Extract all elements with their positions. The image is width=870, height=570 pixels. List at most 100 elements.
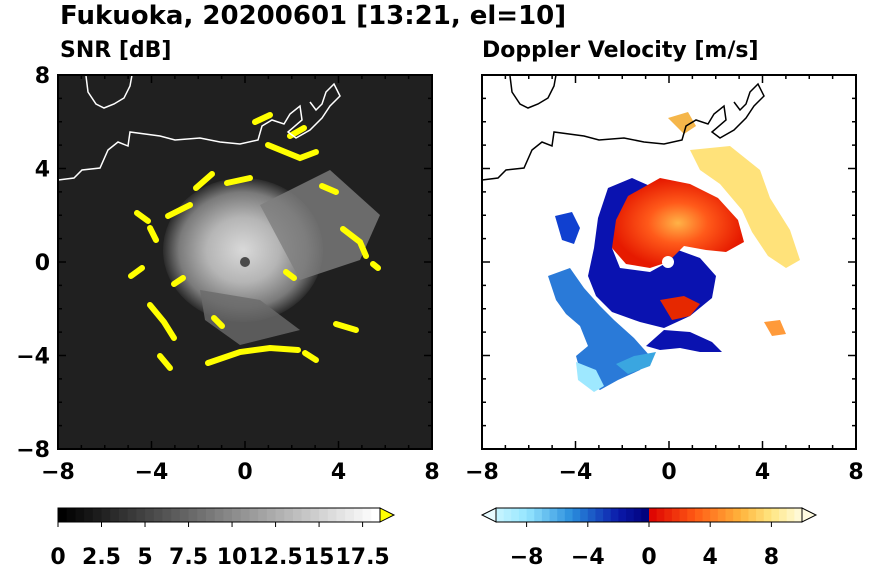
doppler-colorbar-cell bbox=[511, 508, 520, 522]
doppler-colorbar-cell bbox=[649, 508, 658, 522]
snr-south-echo bbox=[200, 290, 300, 345]
doppler-colorbar-cell bbox=[564, 508, 573, 522]
doppler-colorbar-cell bbox=[580, 508, 589, 522]
doppler-colorbar-cell bbox=[748, 508, 757, 522]
x-tick-label: −4 bbox=[559, 460, 593, 485]
snr-field bbox=[58, 75, 432, 449]
snr-colorbar-cell bbox=[197, 508, 207, 522]
x-tick-label: 8 bbox=[848, 460, 863, 485]
doppler-colorbar-cell bbox=[740, 508, 749, 522]
snr-colorbar-label: 15 bbox=[304, 545, 335, 570]
snr-colorbar-frame bbox=[57, 507, 381, 523]
snr-colorbar-cell bbox=[275, 508, 285, 522]
snr-echo-ring bbox=[128, 112, 381, 371]
doppler-colorbar-cell bbox=[549, 508, 558, 522]
doppler-colorbar-cell bbox=[610, 508, 619, 522]
doppler-colorbar-extend-min bbox=[480, 507, 497, 523]
doppler-red-region bbox=[612, 178, 744, 268]
doppler-colorbar-cell bbox=[779, 508, 788, 522]
snr-colorbar-cell bbox=[327, 508, 337, 522]
doppler-cyan-southwest bbox=[548, 268, 650, 390]
doppler-colorbar-cell bbox=[626, 508, 635, 522]
doppler-radar-site bbox=[662, 256, 674, 268]
snr-colorbar-cell bbox=[145, 508, 155, 522]
snr-panel-title: SNR [dB] bbox=[60, 38, 171, 63]
snr-colorbar-cell bbox=[319, 508, 329, 522]
doppler-colorbar-label: 4 bbox=[703, 545, 718, 570]
doppler-colorbar-cell bbox=[763, 508, 772, 522]
doppler-colorbar-cell bbox=[496, 508, 505, 522]
snr-colorbar-extend-max bbox=[379, 507, 396, 523]
doppler-cyan-south bbox=[616, 352, 656, 374]
doppler-orange-southeast bbox=[764, 320, 786, 336]
y-tick-label: 8 bbox=[35, 64, 50, 89]
snr-colorbar-cell bbox=[75, 508, 85, 522]
snr-colorbar-cell bbox=[84, 508, 94, 522]
snr-colorbar-label: 10 bbox=[217, 545, 248, 570]
doppler-yellow-north bbox=[668, 112, 696, 134]
y-tick-label: 0 bbox=[35, 251, 50, 276]
doppler-colorbar-cell bbox=[717, 508, 726, 522]
doppler-colorbar-cell bbox=[595, 508, 604, 522]
y-tick-label: −4 bbox=[16, 345, 50, 370]
doppler-yellow-east bbox=[690, 146, 800, 268]
snr-colorbar-cell bbox=[58, 508, 68, 522]
snr-colorbar-cell bbox=[179, 508, 190, 522]
snr-colorbar-cell bbox=[118, 508, 129, 522]
doppler-colorbar-cell bbox=[641, 508, 650, 522]
doppler-colorbar-cell bbox=[603, 508, 612, 522]
doppler-colorbar-cell bbox=[534, 508, 543, 522]
snr-coastline bbox=[58, 75, 341, 181]
doppler-colorbar-label: −4 bbox=[571, 545, 605, 570]
doppler-red-south bbox=[660, 296, 700, 320]
snr-colorbar-cell bbox=[266, 508, 277, 522]
snr-colorbar-cell bbox=[353, 508, 364, 522]
snr-axis-ticks: −8 −4 0 4 8 8 4 0 −4 −8 bbox=[16, 64, 439, 485]
snr-colorbar-label: 7.5 bbox=[169, 545, 208, 570]
snr-colorbar-cell bbox=[101, 508, 111, 522]
snr-colorbar-cell bbox=[249, 508, 259, 522]
doppler-colorbar-label: 8 bbox=[764, 545, 779, 570]
y-tick-label: −8 bbox=[16, 438, 50, 463]
snr-colorbar-cell bbox=[258, 508, 268, 522]
snr-colorbar-cell bbox=[136, 508, 146, 522]
snr-colorbar-cell bbox=[362, 508, 372, 522]
doppler-coastline bbox=[482, 75, 765, 181]
snr-colorbar-label: 0 bbox=[50, 545, 65, 570]
doppler-colorbar-cell bbox=[786, 508, 795, 522]
snr-colorbar-cell bbox=[127, 508, 137, 522]
doppler-colorbar-cell bbox=[656, 508, 665, 522]
snr-colorbar-cell bbox=[345, 508, 355, 522]
snr-colorbar-cell bbox=[292, 508, 303, 522]
snr-colorbar-cell bbox=[110, 508, 120, 522]
snr-colorbar-cell bbox=[301, 508, 311, 522]
doppler-colorbar-cell bbox=[756, 508, 765, 522]
doppler-colorbar-cell bbox=[710, 508, 719, 522]
doppler-colorbar-cell bbox=[633, 508, 642, 522]
snr-colorbar-cell bbox=[336, 508, 346, 522]
snr-colorbar-cell bbox=[92, 508, 103, 522]
doppler-colorbar-cell bbox=[557, 508, 566, 522]
x-tick-label: −4 bbox=[135, 460, 169, 485]
snr-colorbar-cell bbox=[162, 508, 172, 522]
doppler-lightcyan-southwest bbox=[576, 362, 604, 392]
figure-title: Fukuoka, 20200601 [13:21, el=10] bbox=[60, 1, 566, 31]
doppler-colorbar-cell bbox=[733, 508, 742, 522]
doppler-colorbar-cell bbox=[664, 508, 673, 522]
doppler-colorbar-label: 0 bbox=[641, 545, 656, 570]
doppler-colorbar-extend-max bbox=[801, 507, 818, 523]
doppler-colorbar-cell bbox=[503, 508, 512, 522]
snr-colorbar-cell bbox=[232, 508, 242, 522]
x-tick-label: −8 bbox=[465, 460, 499, 485]
snr-colorbar-label: 17.5 bbox=[335, 545, 389, 570]
snr-colorbar: 0 2.5 5 7.5 10 12.5 15 17.5 bbox=[50, 507, 396, 570]
doppler-colorbar-cell bbox=[572, 508, 581, 522]
snr-colorbar-cell bbox=[171, 508, 181, 522]
snr-colorbar-cell bbox=[223, 508, 233, 522]
doppler-field bbox=[482, 75, 856, 449]
doppler-panel-title: Doppler Velocity [m/s] bbox=[482, 38, 759, 63]
doppler-blue-west bbox=[555, 212, 580, 244]
doppler-blue-south bbox=[646, 330, 722, 352]
doppler-axis-ticks: −8 −4 0 4 8 bbox=[465, 74, 864, 485]
